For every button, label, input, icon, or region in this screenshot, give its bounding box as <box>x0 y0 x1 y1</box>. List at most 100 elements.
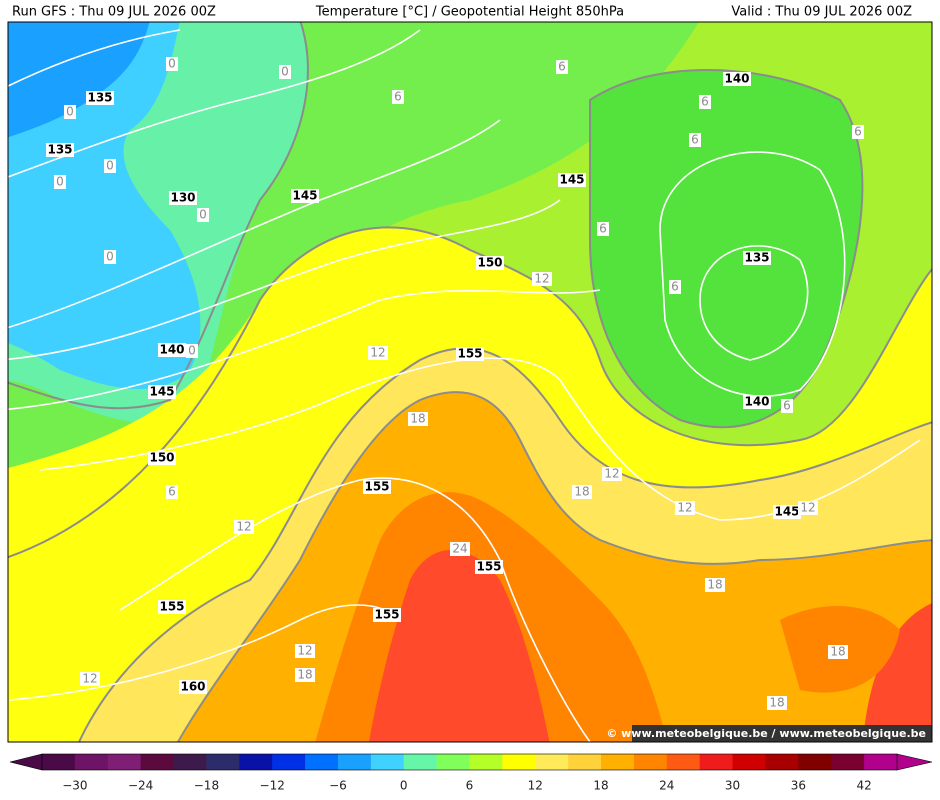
temperature-label-box <box>767 696 787 710</box>
temperature-label: 12 <box>604 467 619 481</box>
height-contour <box>8 199 561 360</box>
temperature-label-box <box>392 90 404 104</box>
height-label: 140 <box>724 72 749 86</box>
colorbar-label: −18 <box>194 779 219 793</box>
height-label: 140 <box>159 343 184 357</box>
temperature-label: 18 <box>574 485 589 499</box>
temperature-label: 12 <box>297 644 312 658</box>
height-label-box <box>476 256 504 270</box>
colorbar-swatch <box>140 754 175 770</box>
height-label: 130 <box>170 191 195 205</box>
temperature-label: 6 <box>394 90 402 104</box>
height-contour <box>659 151 846 397</box>
height-label: 155 <box>374 608 399 622</box>
colorbar-label: 18 <box>593 779 608 793</box>
height-label-box <box>148 451 176 465</box>
temperature-label-box <box>532 272 552 286</box>
temperature-label: 12 <box>82 672 97 686</box>
temperature-field <box>368 550 550 742</box>
colorbar-swatch <box>831 754 865 770</box>
height-label-box <box>743 251 771 265</box>
colorbar-swatch <box>765 754 799 770</box>
colorbar-label: −6 <box>329 779 347 793</box>
temperature-label: 18 <box>830 645 845 659</box>
colorbar-swatch <box>239 754 273 770</box>
colorbar: −30 −24 −18 −12 −6 0 6 12 18 24 30 36 42 <box>9 753 933 793</box>
temperature-label-box <box>104 159 116 173</box>
temperature-label: 18 <box>297 668 312 682</box>
temperature-label: 0 <box>106 250 114 264</box>
height-label: 135 <box>47 143 72 157</box>
colorbar-swatch <box>173 754 207 770</box>
height-contour <box>8 119 501 329</box>
colorbar-frame <box>41 753 898 771</box>
colorbar-swatch <box>74 754 109 770</box>
colorbar-label: −12 <box>260 779 285 793</box>
temperature-label: 18 <box>769 696 784 710</box>
temperature-label: 6 <box>783 399 791 413</box>
colorbar-swatch <box>436 754 470 770</box>
temperature-label: 18 <box>410 412 425 426</box>
temperature-field <box>590 70 863 428</box>
colorbar-swatch <box>732 754 766 770</box>
temperature-label-box <box>689 133 701 147</box>
temperature-field <box>862 603 932 742</box>
temperature-label-box <box>80 672 100 686</box>
height-label-box <box>475 560 503 574</box>
colorbar-label: 42 <box>856 779 871 793</box>
colorbar-swatch <box>272 754 306 770</box>
height-label: 155 <box>476 560 501 574</box>
temperature-label: 6 <box>558 60 566 74</box>
temperature-label: 6 <box>701 95 709 109</box>
height-label: 145 <box>559 173 584 187</box>
colorbar-label: 30 <box>725 779 740 793</box>
temperature-label-box <box>556 60 568 74</box>
colorbar-swatch <box>535 754 569 770</box>
temperature-label: 0 <box>188 344 196 358</box>
temperature-label: 6 <box>599 222 607 236</box>
colorbar-swatch <box>601 754 635 770</box>
map-frame <box>7 21 933 743</box>
colorbar-label: −24 <box>128 779 153 793</box>
colorbar-swatch <box>42 754 76 770</box>
temperature-label-box <box>295 644 315 658</box>
temperature-label-box <box>408 412 428 426</box>
colorbar-label: 6 <box>466 779 474 793</box>
temperature-label-box <box>64 105 76 119</box>
temperature-label: 12 <box>236 520 251 534</box>
height-label-box <box>158 343 186 357</box>
height-label: 135 <box>87 91 112 105</box>
colorbar-label: 36 <box>791 779 806 793</box>
height-label-box <box>743 395 771 409</box>
temperature-label-box <box>828 645 848 659</box>
colorbar-swatch <box>370 754 405 770</box>
height-label: 150 <box>149 451 174 465</box>
height-label-box <box>291 189 319 203</box>
height-label-box <box>46 143 74 157</box>
temperature-label-box <box>234 520 254 534</box>
temperature-label-box <box>368 346 388 360</box>
temperature-label-box <box>104 250 116 264</box>
height-label: 145 <box>149 385 174 399</box>
colorbar-label: 0 <box>400 779 408 793</box>
colorbar-swatch <box>469 754 503 770</box>
temperature-label: 12 <box>370 346 385 360</box>
height-label-box <box>363 480 391 494</box>
temperature-label: 6 <box>691 133 699 147</box>
temperature-label-box <box>279 65 291 79</box>
colorbar-swatch <box>699 754 734 770</box>
temperature-label-box <box>597 222 609 236</box>
temperature-label-box <box>781 399 793 413</box>
colorbar-swatch <box>502 754 536 770</box>
temperature-label-box <box>197 208 209 222</box>
temperature-label-box <box>572 485 592 499</box>
height-contour <box>9 604 401 701</box>
height-label-box <box>773 505 801 519</box>
height-label: 155 <box>364 480 389 494</box>
height-contour <box>119 477 591 742</box>
temperature-label: 0 <box>168 57 176 71</box>
height-label-box <box>148 385 176 399</box>
